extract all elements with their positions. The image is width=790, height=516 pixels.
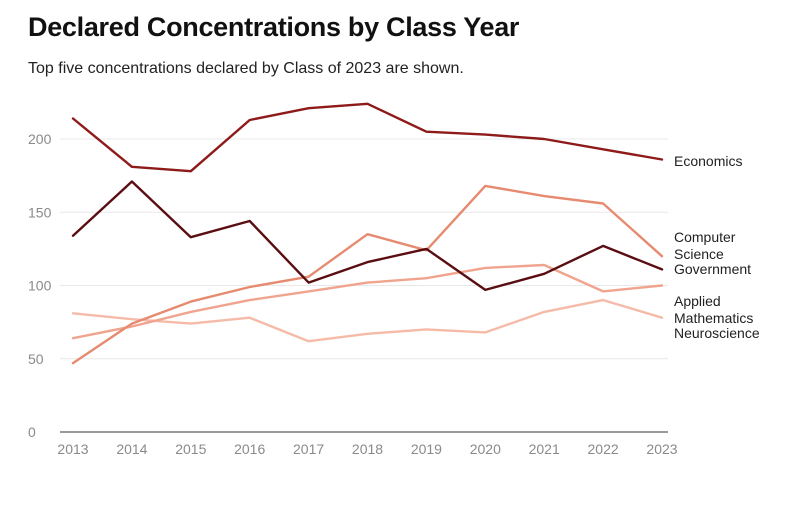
series-line-applied-mathematics xyxy=(71,263,664,340)
x-tick-label: 2017 xyxy=(293,441,324,457)
series-label: Government xyxy=(674,261,751,277)
x-tick-label: 2013 xyxy=(57,441,88,457)
y-tick-label: 150 xyxy=(28,204,52,220)
series-label: Neuroscience xyxy=(674,325,760,341)
x-tick-label: 2014 xyxy=(116,441,147,457)
chart-title: Declared Concentrations by Class Year xyxy=(28,12,520,42)
series-line-government xyxy=(71,180,664,292)
y-tick-label: 50 xyxy=(28,351,44,367)
x-tick-label: 2016 xyxy=(234,441,265,457)
series-lines xyxy=(71,102,664,365)
x-tick-label: 2021 xyxy=(529,441,560,457)
y-tick-label: 100 xyxy=(28,278,52,294)
x-axis-ticks: 2013 2014 2015 2016 2017 2018 2019 2020 2021 2022… xyxy=(57,441,677,457)
series-label: Applied xyxy=(674,293,721,309)
series-line-economics xyxy=(71,102,664,173)
x-tick-label: 2015 xyxy=(175,441,206,457)
series-label: Economics xyxy=(674,153,742,169)
series-line-neuroscience xyxy=(71,298,664,343)
x-tick-label: 2023 xyxy=(646,441,677,457)
series-label: Mathematics xyxy=(674,310,753,326)
x-tick-label: 2019 xyxy=(411,441,442,457)
gridlines xyxy=(60,138,668,433)
x-tick-label: 2018 xyxy=(352,441,383,457)
series-line-computer-science xyxy=(71,184,664,365)
series-label: Science xyxy=(674,246,724,262)
y-axis-ticks: 0 50 100 150 200 xyxy=(28,131,52,440)
x-tick-label: 2020 xyxy=(470,441,501,457)
x-tick-label: 2022 xyxy=(588,441,619,457)
series-label: Computer xyxy=(674,229,736,245)
chart-subtitle: Top five concentrations declared by Clas… xyxy=(28,60,464,77)
y-tick-label: 0 xyxy=(28,424,36,440)
y-tick-label: 200 xyxy=(28,131,52,147)
